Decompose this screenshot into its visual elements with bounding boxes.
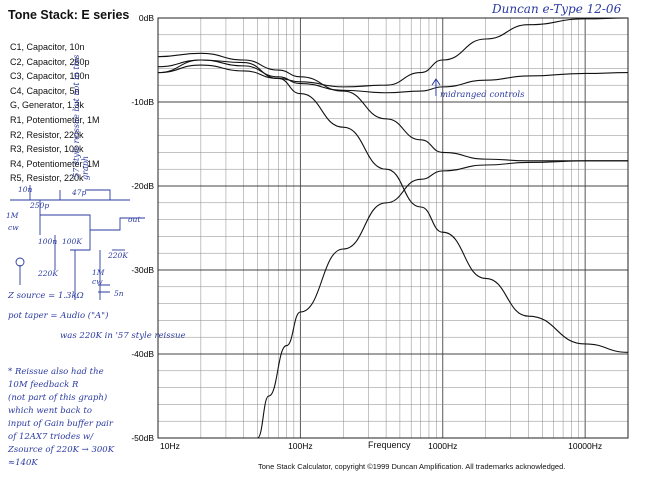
y-tick-label: -30dB <box>131 265 154 275</box>
handwritten-note: Zsource of 220K → 300K <box>8 445 115 455</box>
schematic-label: 220K <box>37 269 58 278</box>
handwritten-note: pot taper = Audio ("A") <box>8 311 109 321</box>
handwritten-note: * Reissue also had the <box>8 367 104 377</box>
response-curve <box>157 17 629 88</box>
schematic-label: out <box>128 215 141 224</box>
y-tick-label: -20dB <box>131 181 154 191</box>
handwritten-note: 10M feedback R <box>8 380 79 390</box>
handwritten-note: Z source = 1.3kΩ <box>8 291 84 301</box>
schematic-label: 100K <box>62 237 82 246</box>
x-axis-label: Frequency <box>368 440 411 450</box>
component-item: G, Generator, 1.3k <box>10 100 85 111</box>
y-tick-label: -50dB <box>131 433 154 443</box>
handwritten-note: of 12AX7 triodes w/ <box>8 432 94 442</box>
response-curve <box>157 52 628 162</box>
y-tick-label: -10dB <box>131 97 154 107</box>
schematic-label: 1M <box>6 211 19 220</box>
component-item: R5, Resistor, 220k <box>10 173 84 184</box>
y-tick-label: 0dB <box>139 13 154 23</box>
component-item: R2, Resistor, 220k <box>10 129 84 140</box>
schematic-wire <box>90 217 145 231</box>
component-item: C2, Capacitor, 250p <box>10 56 90 67</box>
component-item: C4, Capacitor, 5n <box>10 85 80 96</box>
component-item: R3, Resistor, 100k <box>10 144 84 155</box>
handwritten-note: input of Gain buffer pair <box>8 419 113 429</box>
y-tick-label: -40dB <box>131 349 154 359</box>
schematic-label: 47p <box>71 188 87 197</box>
schematic-label: 1M <box>92 268 105 277</box>
component-item: R1, Potentiometer, 1M <box>10 115 100 125</box>
schematic-label: 10n <box>18 185 33 194</box>
handwritten-note: (not part of this graph) <box>8 393 108 403</box>
handwritten-note: was 220K in '57 style reissue <box>60 331 186 341</box>
schematic-generator <box>15 257 25 267</box>
handwritten-arrow <box>431 78 441 96</box>
copyright-footer: Tone Stack Calculator, copyright ©1999 D… <box>258 462 566 471</box>
component-item: C3, Capacitor, 100n <box>10 71 90 82</box>
schematic-label: 100n <box>38 237 57 246</box>
schematic-wire <box>98 284 110 293</box>
handwritten-title: Duncan e-Type 12-06 <box>492 2 622 16</box>
response-curve <box>157 59 629 94</box>
chart-title: Tone Stack: E series <box>8 8 130 22</box>
handwritten-note: which went back to <box>8 406 92 416</box>
schematic-label: 250p <box>29 201 49 210</box>
schematic-label: cw <box>8 223 19 232</box>
x-tick-label: 1000Hz <box>428 441 457 451</box>
schematic-label: cw <box>92 277 103 286</box>
handwritten-note: ≈140K <box>8 458 38 468</box>
response-curve <box>256 160 628 439</box>
handwritten-midranged-note: midranged controls <box>440 90 525 100</box>
plot-frame <box>157 17 629 439</box>
schematic-label: 220K <box>107 251 128 260</box>
x-tick-label: 10Hz <box>160 441 180 451</box>
schematic-label: 5n <box>114 289 124 298</box>
component-item: R4, Potentiometer, 1M <box>10 158 100 169</box>
x-tick-label: 100Hz <box>288 441 313 451</box>
response-curve <box>157 59 629 353</box>
component-item: C1, Capacitor, 10n <box>10 42 85 52</box>
x-tick-label: 10000Hz <box>568 441 602 451</box>
schematic-wire <box>40 214 91 251</box>
schematic-wire <box>85 189 111 200</box>
